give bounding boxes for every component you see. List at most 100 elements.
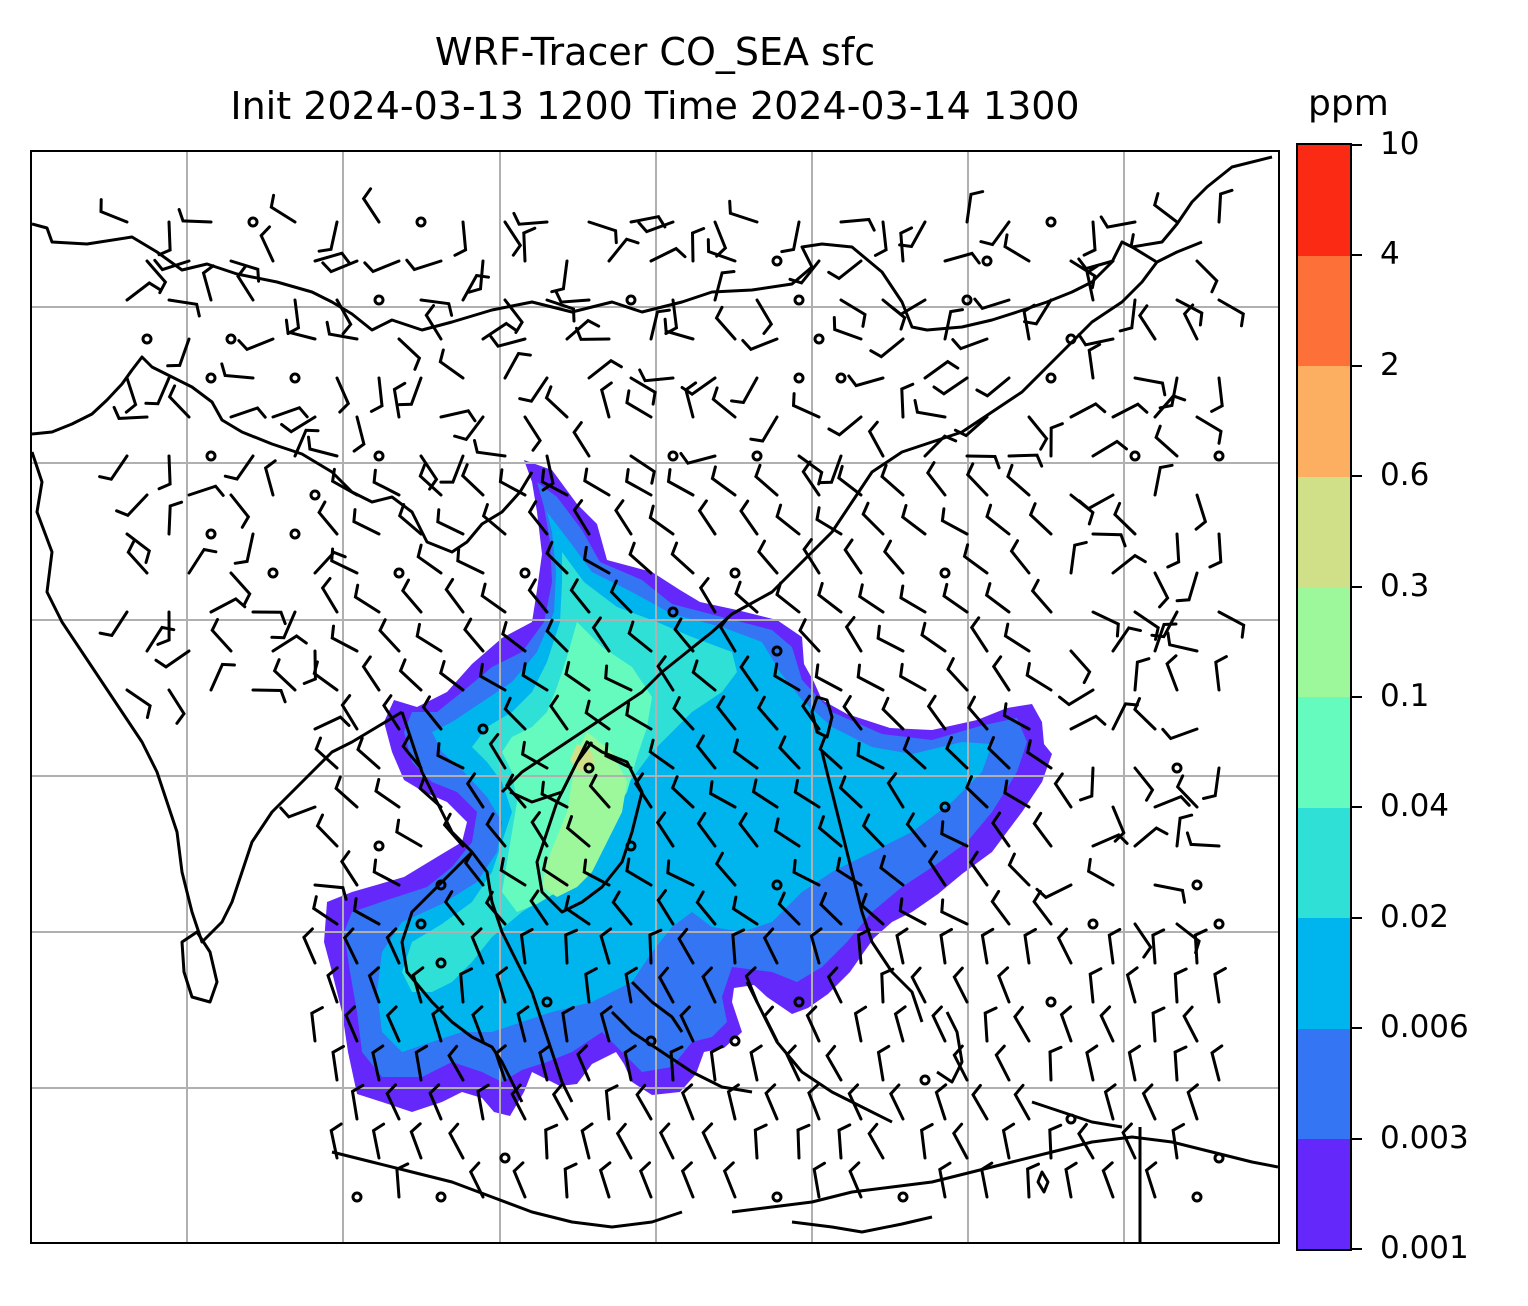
wind-barb [439,409,477,423]
wind-barb [1101,1161,1115,1199]
wind-barb [788,259,821,285]
colorbar-tick [1352,1248,1362,1250]
wind-barb [764,1083,779,1121]
wind-barb [815,506,843,536]
wind-barb [858,583,885,614]
calm-wind-circle [1191,1191,1203,1203]
wind-barb [363,259,401,274]
wind-barb [1069,540,1088,575]
wind-barb [839,298,867,328]
wind-barb [1027,415,1049,451]
wind-barb [419,298,454,317]
wind-barb [397,376,423,407]
lat-lon-gridlines [32,152,1278,1242]
wind-barb [791,392,821,419]
calm-wind-circle [415,918,427,930]
calm-wind-circle [499,1152,511,1164]
wind-barb [1007,852,1031,887]
wind-barb [599,1005,613,1043]
wind-barb [442,812,465,848]
colorbar-segment [1298,1138,1350,1250]
wind-barb [670,775,695,809]
wind-barb [280,415,317,434]
wind-barb [931,1005,947,1043]
wind-barb [544,385,569,419]
wind-barb [980,927,995,965]
wind-barb [670,541,695,575]
wind-barb [415,622,443,653]
calm-wind-circle [751,450,763,462]
wind-barb [867,1122,885,1160]
wind-barb [545,618,569,653]
wind-barb [714,851,737,887]
wind-barb [706,238,737,263]
wind-barb [501,620,527,653]
wind-barb [385,1083,401,1121]
wind-barb [538,1044,552,1082]
wind-barb [1103,1083,1117,1121]
wind-barb [701,1122,717,1160]
wind-barb [237,337,275,352]
wind-barb [679,1005,695,1043]
wind-barb [279,805,317,819]
calm-wind-circle [435,1191,447,1203]
wind-barb [953,415,989,438]
wind-barb [886,772,905,809]
wind-barb [530,811,549,848]
wind-barb [124,376,138,414]
wind-barb [882,539,905,575]
wind-barb [569,578,591,614]
wind-barb [1150,610,1179,639]
wind-barb [951,337,989,351]
wind-barb [940,820,969,848]
wind-barb [708,780,737,809]
wind-barb [1091,532,1127,548]
map-title: WRF-Tracer CO_SEA sfc [434,30,876,74]
wind-barb [518,376,549,403]
wind-barb [777,891,801,926]
wind-barb [1151,1006,1166,1043]
calm-wind-circle [477,723,489,735]
wind-barb [755,298,774,335]
calm-wind-circle [981,255,993,267]
wind-barb [876,624,905,653]
wind-barb [209,662,236,692]
wind-barb [1088,967,1103,1004]
colorbar-tick [1352,585,1362,588]
wind-barb [695,890,717,926]
field-band-0.006 [377,512,992,1052]
wind-barb [825,1044,843,1082]
wind-barb [512,211,549,226]
wind-barb [1141,1083,1157,1121]
wind-barb [495,966,508,1004]
calm-wind-circle [351,1191,363,1203]
wind-barb [1099,1005,1115,1043]
wind-barb [187,547,218,575]
wind-barb [312,895,339,926]
wind-barb [739,655,759,692]
wind-barb [604,1084,619,1121]
wind-barb [371,1122,386,1160]
wind-barb [837,1123,852,1160]
wind-barb [853,1005,868,1043]
wind-barb [627,620,653,653]
wind-barb [680,1083,695,1121]
wind-barb [153,258,191,272]
wind-barb [271,634,308,653]
wind-barb [229,493,251,529]
wind-barb [545,540,569,575]
wind-barb [565,815,591,848]
wind-barb [1023,298,1053,326]
wind-barb [1137,304,1157,341]
wind-barb [484,890,507,926]
calm-wind-circle [1045,216,1057,228]
wind-barb [335,376,351,414]
wind-barb [713,220,728,258]
wind-barb [1077,333,1115,347]
wind-barb [1217,610,1246,639]
wind-barb [503,220,523,257]
wind-barb [259,225,275,263]
colorbar-tick-label: 0.3 [1380,567,1430,604]
wind-barb [272,658,297,692]
wind-barb [330,624,359,653]
